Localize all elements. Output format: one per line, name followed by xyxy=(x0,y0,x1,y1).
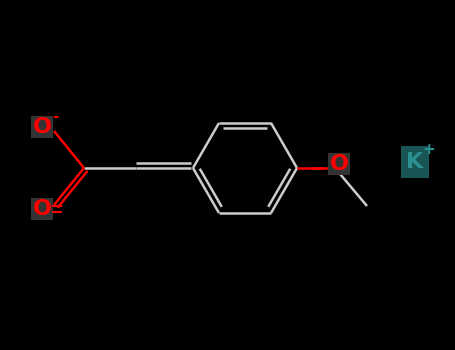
Text: O: O xyxy=(32,117,51,137)
Text: +: + xyxy=(423,142,435,158)
Text: O: O xyxy=(32,199,51,219)
Text: -: - xyxy=(52,110,58,125)
Text: O: O xyxy=(329,154,349,174)
Text: K: K xyxy=(406,152,424,172)
